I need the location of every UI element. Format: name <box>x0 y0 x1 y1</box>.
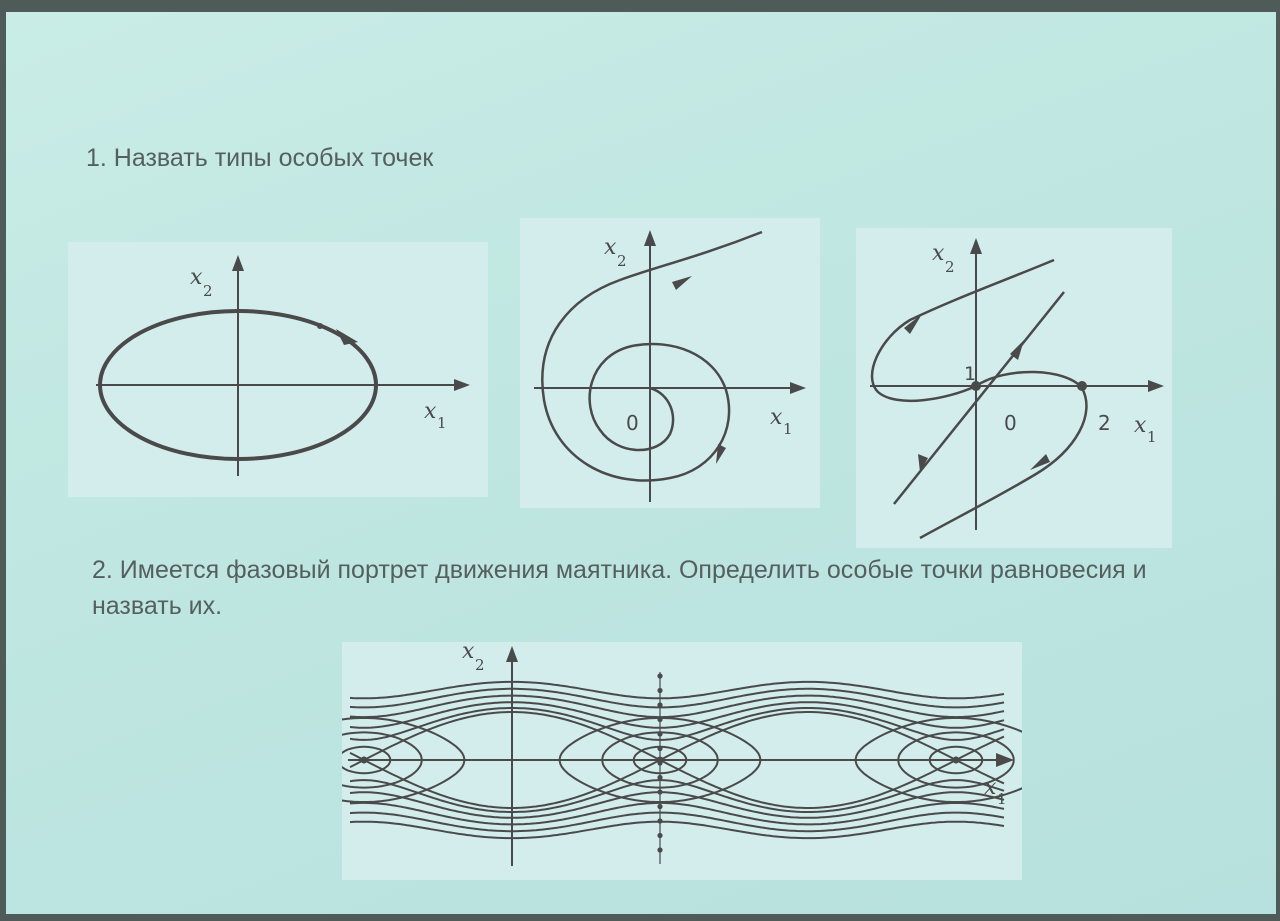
figure-pendulum-portrait: x 2 x 1 <box>342 642 1022 880</box>
oscillation-trajectory <box>342 717 466 803</box>
x1-label: x <box>1134 413 1147 438</box>
task-2-text: 2. Имеется фазовый портрет движения маят… <box>92 556 1147 620</box>
rotation-trajectory <box>349 811 1005 833</box>
rotation-trajectory <box>349 791 1005 819</box>
x1-axis-arrow <box>454 379 470 391</box>
rotation-trajectory <box>349 707 1005 741</box>
x1-subscript: 1 <box>437 414 447 432</box>
x2-label: x <box>932 241 945 266</box>
oscillation-trajectory <box>342 745 392 775</box>
origin-label: 0 <box>626 411 639 435</box>
x2-subscript: 2 <box>617 252 627 270</box>
singular-point-2 <box>1077 381 1087 391</box>
trajectory-upper <box>870 258 1055 403</box>
x2-axis-arrow <box>506 646 518 662</box>
origin-label: 0 <box>1004 411 1017 435</box>
oscillation-trajectory <box>342 731 423 789</box>
figure-focus: 0 x 2 x 1 <box>520 218 820 508</box>
x2-subscript: 2 <box>945 258 955 276</box>
x1-label: x <box>770 405 783 430</box>
rotation-trajectory <box>349 820 1005 840</box>
x1-subscript: 1 <box>997 790 1007 808</box>
figure-center: x 2 x 1 <box>68 242 488 497</box>
x1-subscript: 1 <box>1147 428 1157 446</box>
x1-axis-arrow <box>1148 380 1164 392</box>
x1-label: x <box>984 775 997 800</box>
rotation-trajectory <box>349 779 1005 813</box>
slide: 1. Назвать типы особых точек x 2 x 1 0 x… <box>6 12 1276 914</box>
x2-axis-arrow <box>644 230 656 246</box>
x1-axis-arrow <box>996 753 1014 767</box>
rotation-trajectory <box>349 687 1005 709</box>
point-x-label: 2 <box>1098 411 1111 435</box>
rotation-trajectory <box>349 680 1005 700</box>
phase-curves <box>342 672 1022 864</box>
x1-subscript: 1 <box>783 420 793 438</box>
rotation-trajectory <box>349 701 1005 729</box>
trajectory-arrow <box>336 329 358 345</box>
x2-axis-arrow <box>232 255 244 271</box>
x1-label: x <box>424 399 437 424</box>
x1-axis-arrow <box>790 382 806 394</box>
spiral-arrow-top <box>672 276 692 290</box>
x2-label: x <box>604 235 617 260</box>
singular-point-1 <box>971 381 981 391</box>
trajectory-lower <box>919 370 1088 540</box>
rotation-trajectory <box>349 801 1005 826</box>
x2-axis-arrow <box>970 238 982 254</box>
spiral-arrow-right <box>716 444 726 464</box>
spiral-trajectory <box>541 230 763 482</box>
x2-subscript: 2 <box>203 282 213 300</box>
ellipse-trajectory <box>98 309 378 461</box>
figure-saddle: 1 0 2 x 2 x 1 <box>856 228 1172 548</box>
separatrix <box>349 758 1005 809</box>
x2-label: x <box>190 265 203 290</box>
rotation-trajectory <box>349 694 1005 719</box>
task-1-text: 1. Назвать типы особых точек <box>86 144 434 172</box>
point-y-label: 1 <box>964 363 976 385</box>
separatrix <box>349 711 1005 762</box>
x2-subscript: 2 <box>475 656 485 674</box>
x2-label: x <box>462 642 475 664</box>
separatrix-line <box>893 291 1065 505</box>
